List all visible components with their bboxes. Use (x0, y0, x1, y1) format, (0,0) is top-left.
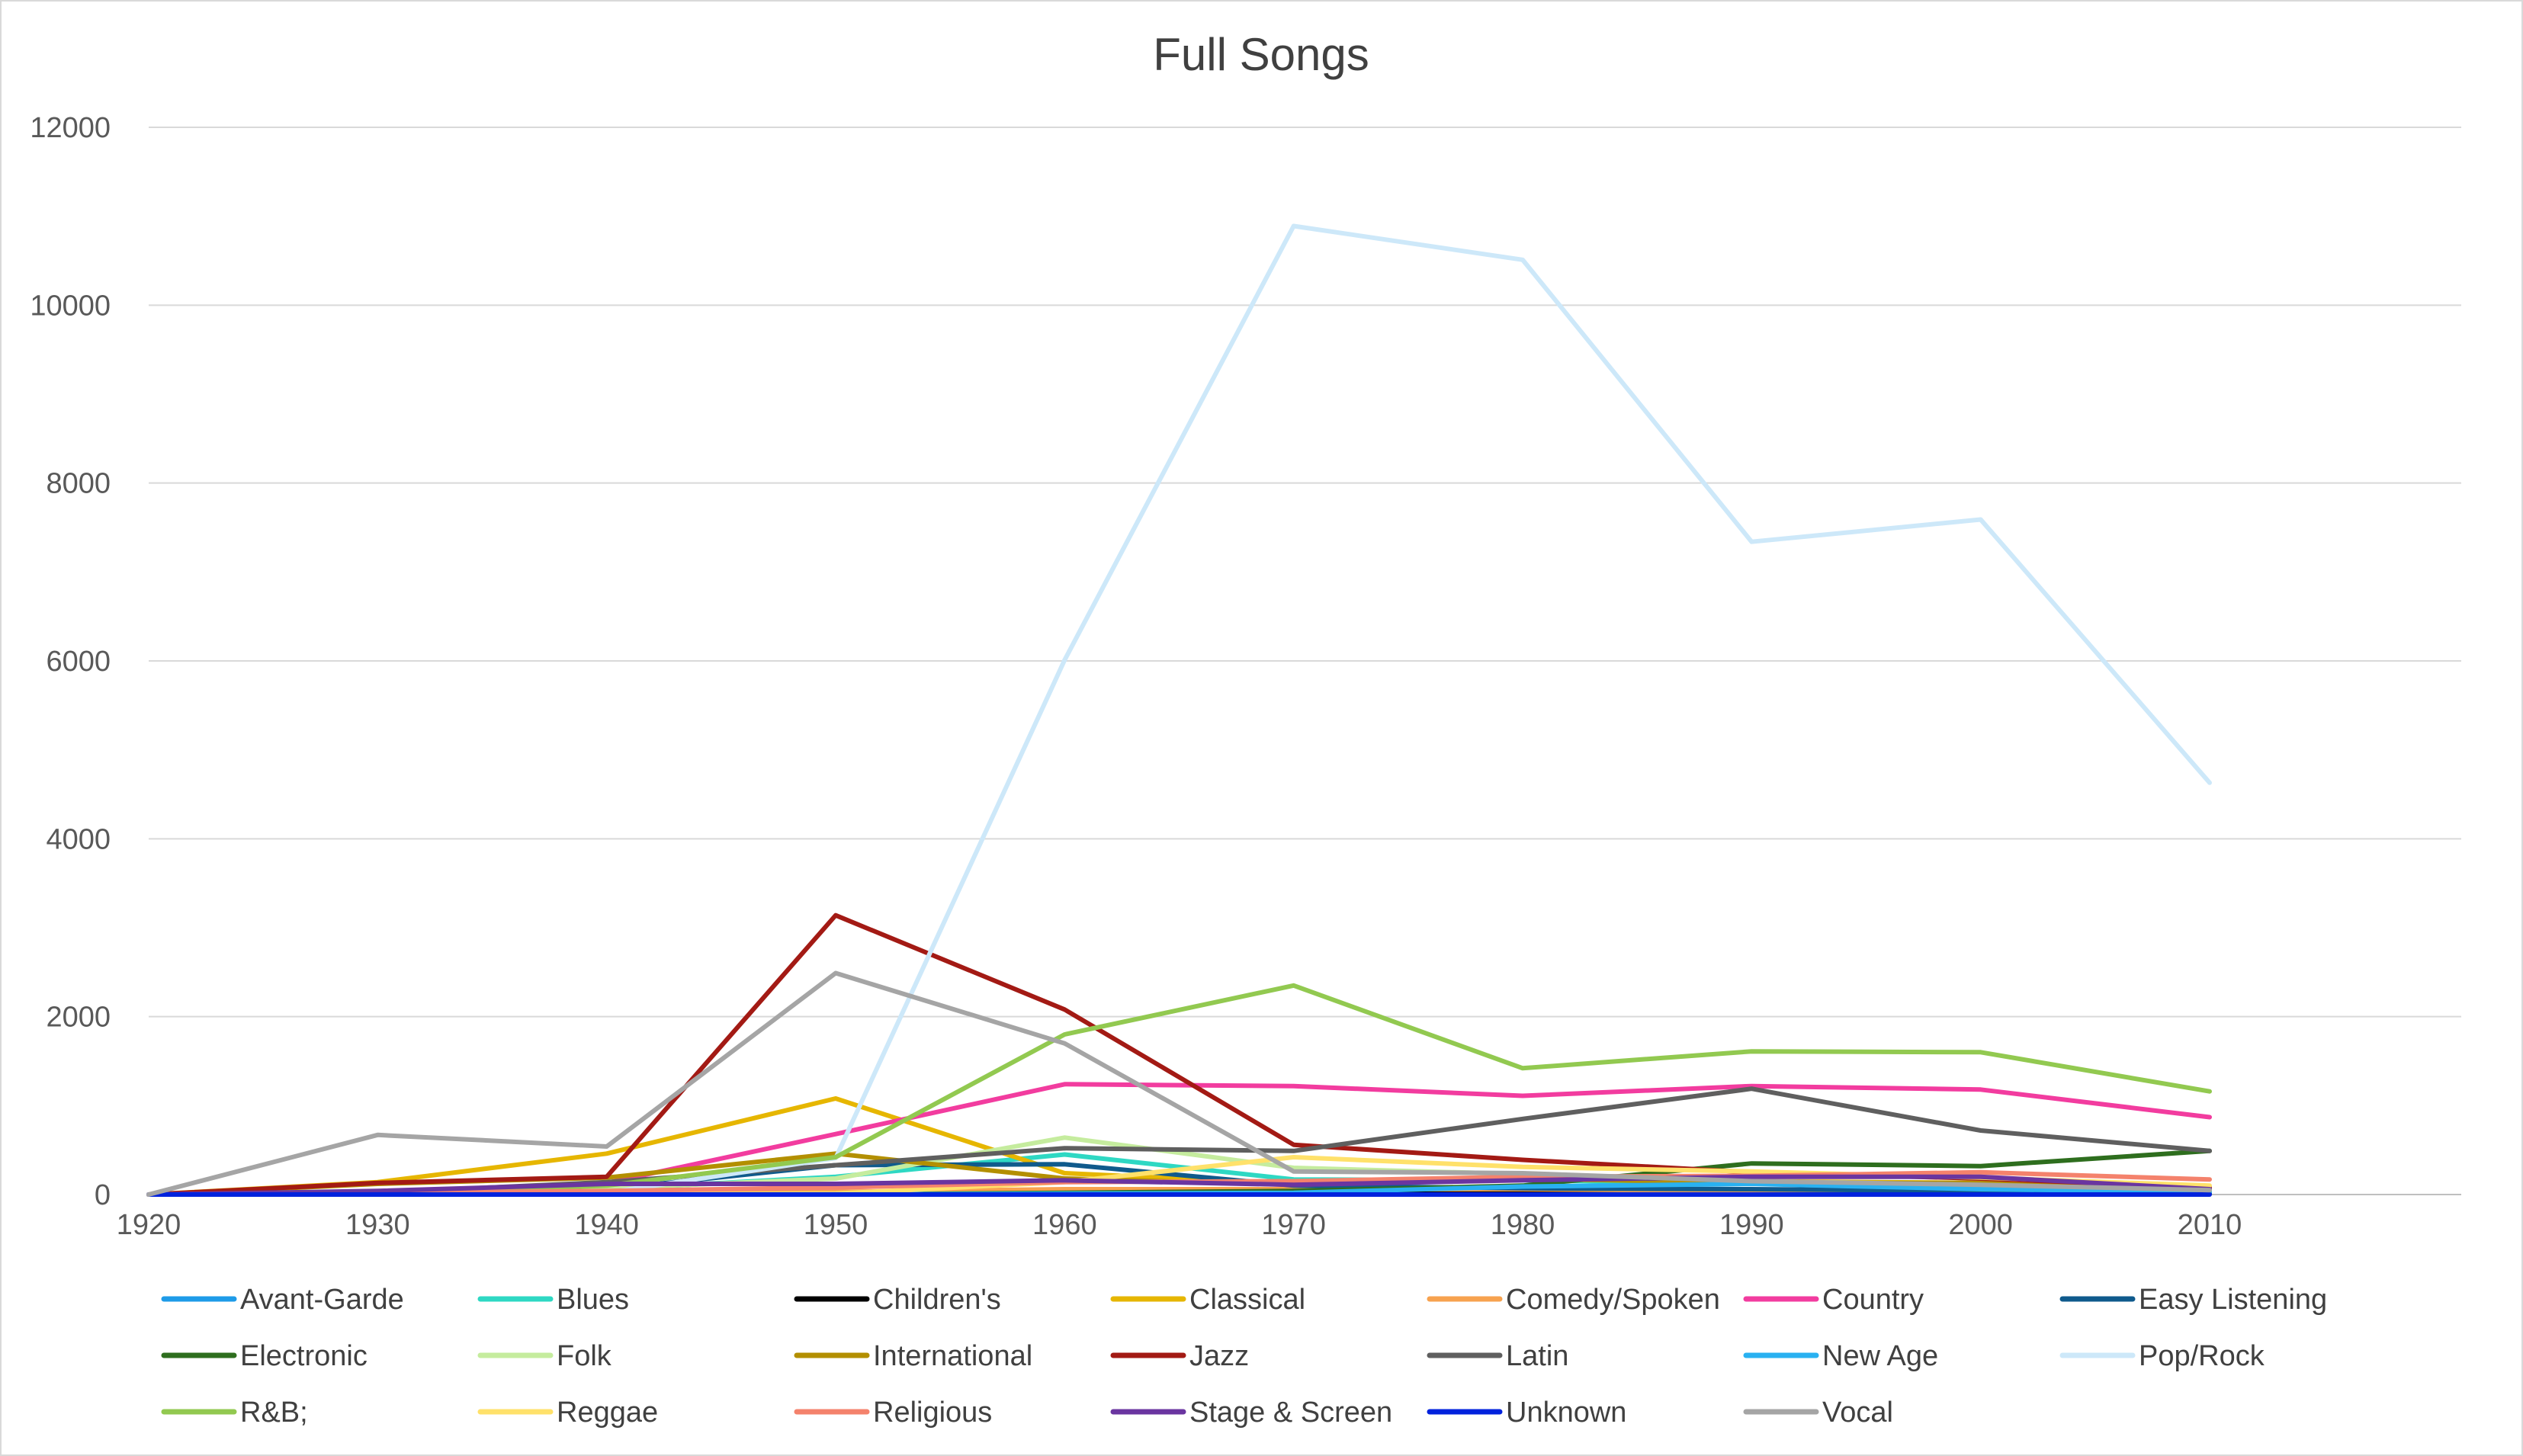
x-tick-label: 1970 (1261, 1209, 1326, 1241)
legend-label: Pop/Rock (2139, 1340, 2265, 1372)
y-tick-label: 2000 (46, 1002, 111, 1034)
legend-label: R&B; (240, 1397, 308, 1429)
y-axis-tick-labels: 0 2000 4000 6000 8000 10000 12000 (30, 112, 111, 1211)
legend-item[interactable]: Stage & Screen (1110, 1397, 1392, 1429)
x-tick-label: 1920 (117, 1209, 181, 1241)
y-tick-label: 12000 (30, 112, 111, 144)
legend-item[interactable]: Jazz (1110, 1340, 1249, 1372)
x-tick-label: 1940 (574, 1209, 639, 1241)
x-tick-label: 1960 (1032, 1209, 1097, 1241)
x-tick-label: 1950 (804, 1209, 868, 1241)
y-tick-label: 4000 (46, 823, 111, 855)
x-tick-label: 1930 (345, 1209, 410, 1241)
legend-label: Folk (557, 1340, 612, 1372)
legend-label: Vocal (1822, 1397, 1893, 1429)
legend-item[interactable]: Avant-Garde (161, 1284, 404, 1316)
x-tick-label: 1980 (1491, 1209, 1555, 1241)
series-line (146, 970, 2212, 1197)
chart-title: Full Songs (1153, 29, 1369, 80)
series-lines (146, 223, 2212, 1197)
legend-item[interactable]: Religious (794, 1397, 992, 1429)
legend-label: Blues (557, 1284, 629, 1316)
legend-item[interactable]: Pop/Rock (2059, 1340, 2265, 1372)
legend-label: Electronic (240, 1340, 368, 1372)
x-tick-label: 1990 (1719, 1209, 1784, 1241)
legend-label: Comedy/Spoken (1506, 1284, 1720, 1316)
legend-label: New Age (1822, 1340, 1938, 1372)
y-tick-label: 10000 (30, 290, 111, 322)
legend-label: Avant-Garde (240, 1284, 404, 1316)
legend-item[interactable]: Unknown (1427, 1397, 1626, 1429)
y-tick-label: 0 (95, 1179, 111, 1211)
legend-item[interactable]: Classical (1110, 1284, 1305, 1316)
legend-label: International (873, 1340, 1032, 1372)
x-axis-tick-labels: 1920 1930 1940 1950 1960 1970 1980 1990 2000 2010 (117, 1209, 2242, 1241)
legend-item[interactable]: Reggae (477, 1397, 658, 1429)
x-tick-label: 2010 (2178, 1209, 2242, 1241)
legend-item[interactable]: Folk (477, 1340, 612, 1372)
legend-label: Stage & Screen (1189, 1397, 1392, 1429)
legend-item[interactable]: Electronic (161, 1340, 368, 1372)
series-line (146, 1174, 2212, 1197)
legend-label: Jazz (1189, 1340, 1249, 1372)
legend-item[interactable]: International (794, 1340, 1032, 1372)
legend-item[interactable]: Country (1743, 1284, 1924, 1316)
legend: Avant-Garde Blues Children's Classical Comed… (161, 1284, 2327, 1429)
legend-item[interactable]: Vocal (1743, 1397, 1893, 1429)
y-tick-label: 8000 (46, 468, 111, 500)
legend-label: Unknown (1506, 1397, 1626, 1429)
legend-label: Religious (873, 1397, 992, 1429)
legend-item[interactable]: Latin (1427, 1340, 1568, 1372)
legend-item[interactable]: R&B; (161, 1397, 308, 1429)
y-tick-label: 6000 (46, 646, 111, 678)
legend-label: Classical (1189, 1284, 1305, 1316)
legend-label: Children's (873, 1284, 1001, 1316)
legend-item[interactable]: Children's (794, 1284, 1001, 1316)
legend-label: Country (1822, 1284, 1924, 1316)
legend-item[interactable]: New Age (1743, 1340, 1938, 1372)
legend-item[interactable]: Comedy/Spoken (1427, 1284, 1720, 1316)
legend-item[interactable]: Blues (477, 1284, 629, 1316)
legend-label: Latin (1506, 1340, 1568, 1372)
x-tick-label: 2000 (1948, 1209, 2013, 1241)
legend-item[interactable]: Easy Listening (2059, 1284, 2327, 1316)
legend-label: Easy Listening (2139, 1284, 2327, 1316)
legend-label: Reggae (557, 1397, 658, 1429)
